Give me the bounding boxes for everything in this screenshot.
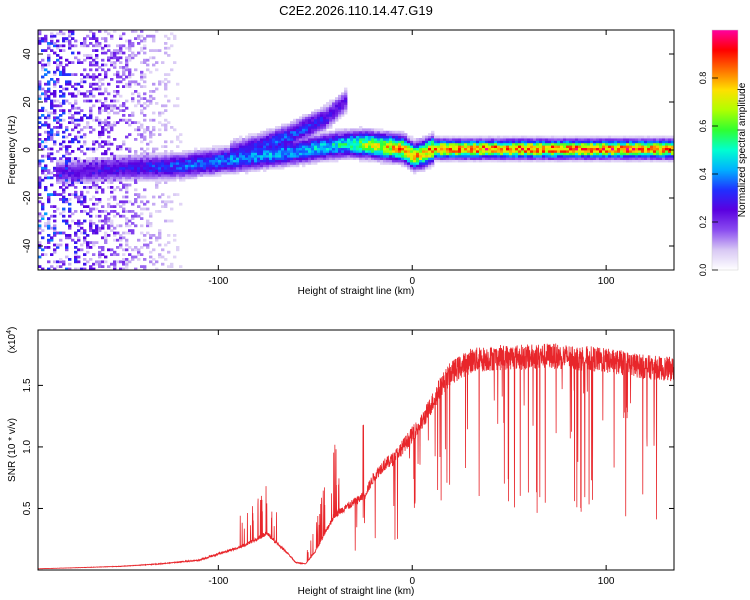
snr-y-axis-label: SNR (10 * v/v): [7, 418, 18, 482]
snr-ticks: -100 0 100 0.5 1.0 1.5: [22, 330, 674, 587]
spectrogram-y-tick-label: 0: [22, 147, 33, 153]
spectrogram-x-tick-label: -100: [208, 276, 228, 287]
snr-y-scale-exp: 4: [6, 330, 13, 334]
snr-plot-area: [38, 330, 674, 570]
spectrogram-panel: -100 0 100 -40 -20 0 20 40 Height of straight l…: [7, 29, 675, 297]
snr-y-tick-label: 1.0: [22, 440, 33, 454]
colorbar-tick-label: 0.4: [698, 168, 708, 181]
snr-frame: [37, 329, 675, 571]
colorbar: 0.0 0.2 0.4 0.6 0.8 Normalized spectral ampl…: [698, 29, 748, 277]
colorbar-tick-label: 0.6: [698, 120, 708, 133]
snr-y-scale-base: (x10: [7, 333, 18, 353]
colorbar-tick-label: 0.0: [698, 264, 708, 277]
colorbar-frame: [711, 29, 739, 271]
spectrogram-y-tick-label: 20: [22, 96, 33, 108]
spectrogram-ticks: -100 0 100 -40 -20 0 20 40: [22, 30, 674, 287]
figure-title: C2E2.2026.110.14.47.G19: [279, 3, 433, 18]
spectrogram-cells: [38, 30, 674, 270]
colorbar-label: Normalized spectral amplitude: [737, 82, 748, 217]
snr-y-tick-label: 1.5: [22, 378, 33, 392]
snr-panel: -100 0 100 0.5 1.0 1.5 Height of straight lin…: [6, 327, 675, 597]
snr-x-tick-label: 0: [409, 576, 415, 587]
snr-y-tick-label: 0.5: [22, 501, 33, 515]
colorbar-tick-label: 0.2: [698, 216, 708, 229]
spectrogram-y-tick-label: 40: [22, 48, 33, 60]
snr-y-scale-close: ): [7, 327, 18, 330]
spectrogram-x-tick-label: 0: [409, 276, 415, 287]
colorbar-ticks: 0.0 0.2 0.4 0.6 0.8: [698, 72, 718, 277]
snr-series-line: [38, 343, 674, 570]
spectrogram-y-tick-label: -40: [22, 238, 33, 253]
colorbar-tick-label: 0.8: [698, 72, 708, 85]
spectrogram-x-axis-label: Height of straight line (km): [298, 286, 415, 297]
snr-x-axis-label: Height of straight line (km): [298, 586, 415, 597]
snr-y-scale-note: (x104): [6, 327, 18, 354]
colorbar-gradient: [712, 30, 738, 270]
snr-x-tick-label: 100: [598, 576, 615, 587]
spectrogram-y-tick-label: -20: [22, 190, 33, 205]
spectrogram-y-axis-label: Frequency (Hz): [7, 116, 18, 185]
snr-x-tick-label: -100: [208, 576, 228, 587]
spectrogram-x-tick-label: 100: [598, 276, 615, 287]
